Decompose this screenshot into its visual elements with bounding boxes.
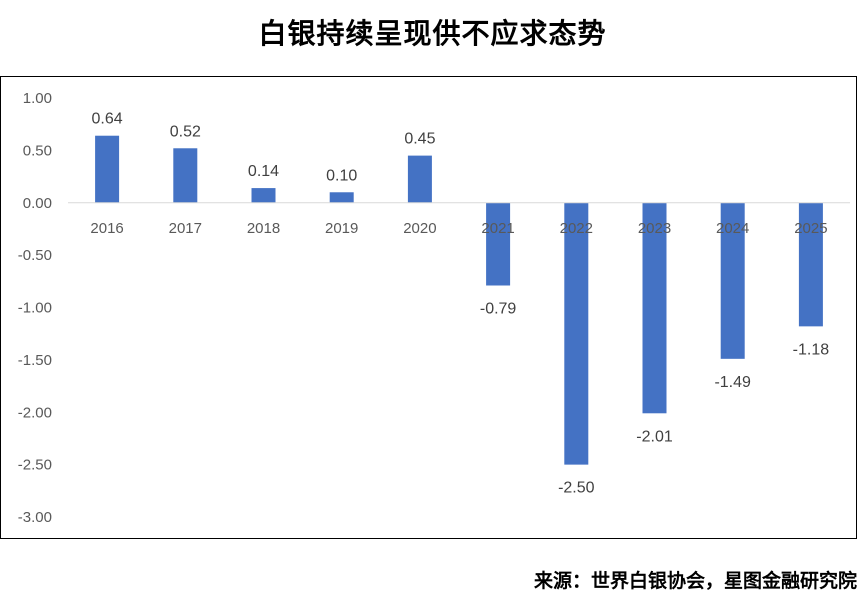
- y-tick-label: 0.50: [23, 142, 52, 159]
- data-label: -1.49: [714, 374, 751, 391]
- bar: [642, 202, 667, 414]
- y-axis: 1.00 0.50 0.00 -0.50 -1.00 -1.50 -2.00 -2.50 -3.…: [18, 90, 52, 526]
- bars: [95, 135, 823, 465]
- bar: [564, 202, 589, 465]
- x-tick-label: 2021: [481, 220, 514, 237]
- y-tick-label: -1.50: [18, 352, 52, 369]
- chart-title: 白银持续呈现供不应求态势: [258, 17, 607, 50]
- x-tick-label: 2023: [638, 220, 671, 237]
- x-tick-label: 2017: [169, 220, 202, 237]
- y-tick-label: 1.00: [23, 90, 52, 107]
- data-labels: 0.64 0.52 0.14 0.10 0.45 -0.79 -2.50 -2.01 -1.49…: [92, 111, 830, 497]
- y-tick-label: 0.00: [23, 195, 52, 212]
- bar: [173, 148, 198, 203]
- data-label: -2.01: [636, 428, 673, 445]
- bar: [798, 202, 823, 327]
- x-tick-label: 2024: [716, 220, 749, 237]
- bar: [251, 188, 276, 203]
- x-axis: 2016 2017 2018 2019 2020 2021 2022 2023 2024 2025: [68, 202, 850, 237]
- bar: [720, 202, 745, 359]
- data-label: -2.50: [558, 480, 595, 497]
- bar: [407, 155, 432, 203]
- x-tick-label: 2019: [325, 220, 358, 237]
- data-label: 0.10: [326, 167, 357, 184]
- y-tick-label: -2.00: [18, 404, 52, 421]
- y-tick-label: -1.00: [18, 300, 52, 317]
- bar: [95, 135, 120, 203]
- data-label: -1.18: [793, 341, 830, 358]
- y-tick-label: -2.50: [18, 457, 52, 474]
- chart-frame: [0, 76, 857, 539]
- data-label: 0.52: [170, 123, 201, 140]
- x-tick-label: 2016: [90, 220, 123, 237]
- x-tick-label: 2018: [247, 220, 280, 237]
- bar: [486, 202, 511, 286]
- x-tick-label: 2022: [560, 220, 593, 237]
- source-note: 来源：世界白银协会，星图金融研究院: [533, 570, 857, 592]
- data-label: 0.14: [248, 163, 279, 180]
- x-tick-label: 2020: [403, 220, 436, 237]
- data-label: 0.45: [404, 131, 435, 148]
- bar: [329, 192, 354, 203]
- x-tick-label: 2025: [794, 220, 827, 237]
- y-tick-label: -0.50: [18, 247, 52, 264]
- data-label: -0.79: [480, 301, 517, 318]
- y-tick-label: -3.00: [18, 509, 52, 526]
- data-label: 0.64: [92, 111, 123, 128]
